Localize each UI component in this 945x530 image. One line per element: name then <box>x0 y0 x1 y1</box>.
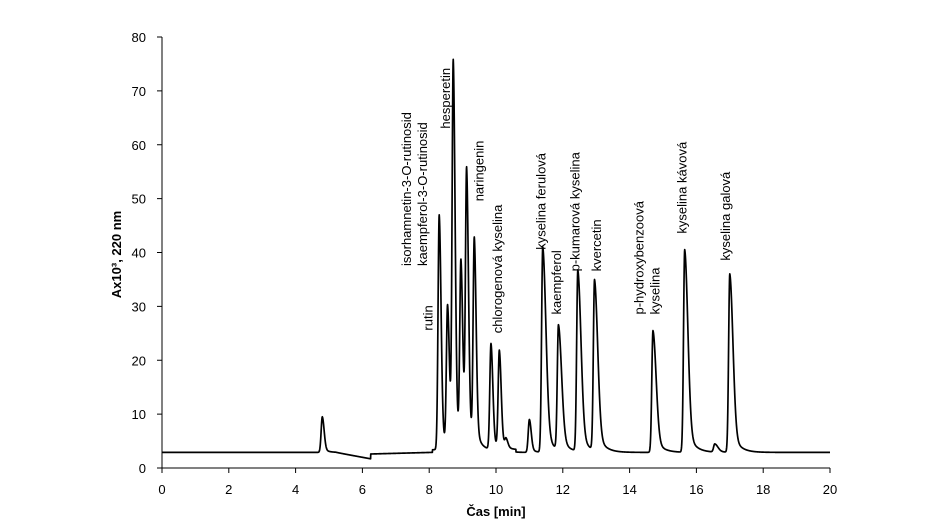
peak-label-line: chlorogenová kyselina <box>490 204 505 333</box>
x-tick-label: 2 <box>225 482 232 497</box>
peak-annotations: rutinisorhamnetin-3-O-rutinosidkaempfero… <box>399 68 733 333</box>
peak-label-line: p-kumarová kyselina <box>568 151 583 271</box>
peak-label-line: kaempferol-3-O-rutinosid <box>415 122 430 266</box>
y-tick-label: 40 <box>132 246 146 261</box>
y-tick-label: 30 <box>132 299 146 314</box>
peak-label: kvercetin <box>589 219 604 271</box>
peak-label-line: kvercetin <box>589 219 604 271</box>
peak-label-line: rutin <box>421 305 436 330</box>
peak-label: kyselina galová <box>718 171 733 261</box>
chromatogram-trace <box>161 58 831 460</box>
peak-label-line: kyselina kávová <box>674 141 689 234</box>
peak-label: chlorogenová kyselina <box>490 204 505 333</box>
x-tick-label: 20 <box>823 482 837 497</box>
peak-label: isorhamnetin-3-O-rutinosidkaempferol-3-O… <box>399 112 430 266</box>
x-tick-label: 14 <box>622 482 636 497</box>
y-tick-label: 50 <box>132 192 146 207</box>
y-tick-label: 80 <box>132 30 146 45</box>
y-tick-label: 70 <box>132 84 146 99</box>
x-tick-label: 16 <box>689 482 703 497</box>
peak-label: hesperetin <box>438 68 453 129</box>
x-tick-label: 18 <box>756 482 770 497</box>
peak-label: kyselina kávová <box>674 141 689 234</box>
peak-label-line: naringenin <box>472 141 487 202</box>
peak-label: kaempferol <box>549 250 564 314</box>
x-ticks: 0 2 4 6 8 10 12 14 16 18 20 <box>158 468 837 497</box>
peak-label-line: p-hydroxybenzoová <box>632 200 647 314</box>
peak-label: naringenin <box>472 141 487 202</box>
y-tick-label: 10 <box>132 407 146 422</box>
y-ticks: 0 10 20 30 40 50 60 70 80 <box>132 30 162 476</box>
x-tick-label: 4 <box>292 482 299 497</box>
y-tick-label: 0 <box>139 461 146 476</box>
peak-label-line: hesperetin <box>438 68 453 129</box>
peak-label: p-hydroxybenzoovákyselina <box>632 200 663 314</box>
y-tick-label: 20 <box>132 353 146 368</box>
x-tick-label: 8 <box>426 482 433 497</box>
peak-label-line: kyselina ferulová <box>533 152 548 250</box>
peak-label-line: kaempferol <box>549 250 564 314</box>
x-tick-label: 12 <box>556 482 570 497</box>
peak-label-line: kyselina galová <box>718 171 733 261</box>
peak-label: p-kumarová kyselina <box>568 151 583 271</box>
peak-label-line: isorhamnetin-3-O-rutinosid <box>399 112 414 266</box>
x-tick-label: 0 <box>158 482 165 497</box>
y-axis-title: Ax10³, 220 nm <box>109 211 124 298</box>
x-tick-label: 6 <box>359 482 366 497</box>
peak-label: kyselina ferulová <box>533 152 548 250</box>
x-tick-label: 10 <box>489 482 503 497</box>
y-tick-label: 60 <box>132 138 146 153</box>
peak-label-line: kyselina <box>648 267 663 315</box>
peak-label: rutin <box>421 305 436 330</box>
x-axis-title: Čas [min] <box>466 504 525 519</box>
